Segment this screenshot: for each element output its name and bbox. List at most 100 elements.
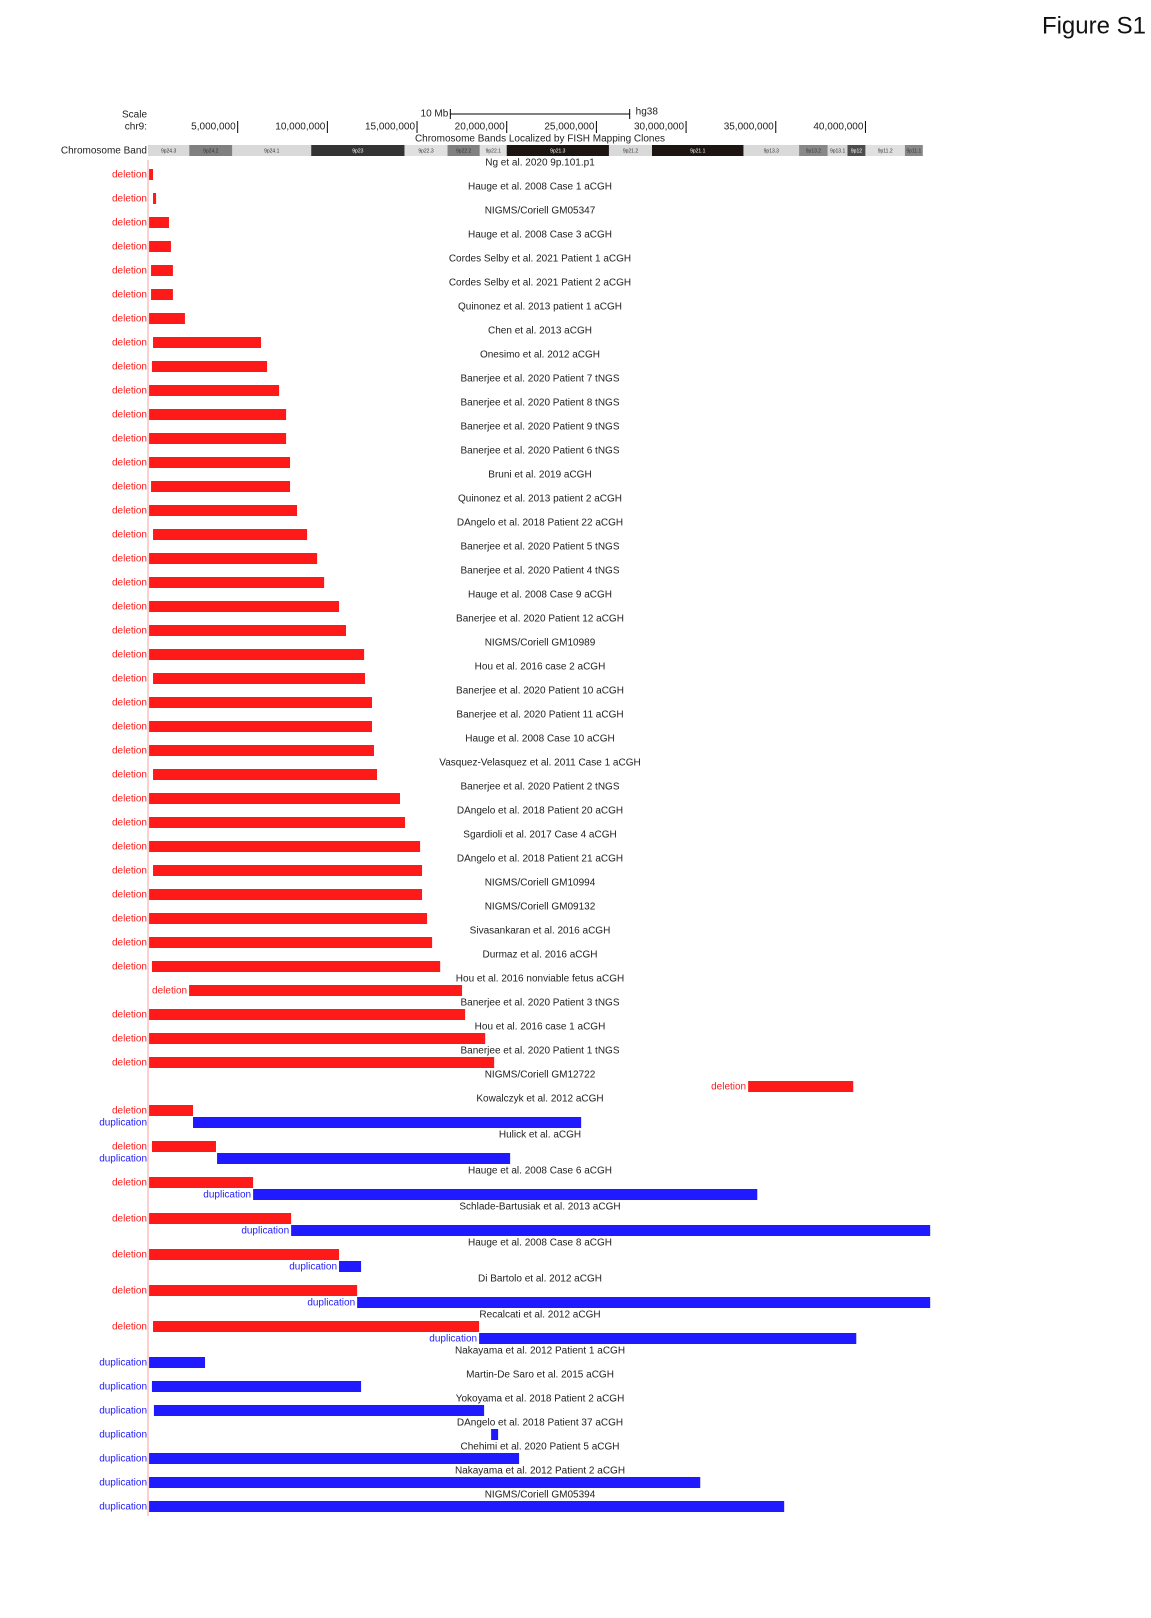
track-title: DAngelo et al. 2018 Patient 22 aCGH: [457, 518, 623, 529]
deletion-label: deletion: [112, 386, 147, 397]
duplication-bar: [291, 1225, 931, 1236]
duplication-bar: [151, 1381, 362, 1392]
duplication-label: duplication: [99, 1406, 147, 1417]
deletion-bar: [151, 265, 173, 276]
chromosome-band: [404, 145, 448, 156]
deletion-bar: [149, 601, 340, 612]
deletion-bar: [151, 961, 441, 972]
duplication-label: duplication: [99, 1118, 147, 1129]
deletion-bar: [149, 241, 171, 252]
track-title: Cordes Selby et al. 2021 Patient 1 aCGH: [449, 254, 631, 265]
deletion-label: deletion: [112, 554, 147, 565]
duplication-bar: [193, 1117, 582, 1128]
deletion-bar: [149, 1285, 358, 1296]
deletion-bar: [149, 793, 400, 804]
track-title: Banerjee et al. 2020 Patient 10 aCGH: [456, 686, 624, 697]
deletion-bar: [149, 625, 347, 636]
deletion-label: deletion: [711, 1082, 746, 1093]
deletion-label: deletion: [112, 1178, 147, 1189]
deletion-label: deletion: [112, 1034, 147, 1045]
deletion-label: deletion: [112, 722, 147, 733]
chrom-label: chr9:: [125, 122, 147, 133]
deletion-label: deletion: [112, 602, 147, 613]
deletion-bar: [149, 697, 373, 708]
deletion-bar: [149, 457, 291, 468]
deletion-label: deletion: [112, 914, 147, 925]
deletion-bar: [149, 913, 428, 924]
deletion-label: deletion: [112, 314, 147, 325]
deletion-label: deletion: [112, 1010, 147, 1021]
track-title: Ng et al. 2020 9p.101.p1: [485, 158, 595, 169]
band-track-title: Chromosome Bands Localized by FISH Mappi…: [415, 134, 665, 145]
track-title: Cordes Selby et al. 2021 Patient 2 aCGH: [449, 278, 631, 289]
track-title: NIGMS/Coriell GM09132: [485, 902, 596, 913]
x-tick-label: 30,000,000: [634, 122, 684, 133]
deletion-label: deletion: [112, 890, 147, 901]
deletion-bar: [149, 313, 185, 324]
track-title: Hou et al. 2016 case 1 aCGH: [475, 1022, 606, 1033]
band-label: 9p12: [851, 148, 862, 154]
deletion-label: deletion: [112, 818, 147, 829]
track-title: DAngelo et al. 2018 Patient 37 aCGH: [457, 1418, 623, 1429]
track-title: Banerjee et al. 2020 Patient 11 aCGH: [456, 710, 623, 721]
deletion-label: deletion: [112, 506, 147, 517]
deletion-label: deletion: [112, 650, 147, 661]
deletion-label: deletion: [112, 482, 147, 493]
track-title: Nakayama et al. 2012 Patient 1 aCGH: [455, 1346, 625, 1357]
deletion-label: deletion: [112, 1106, 147, 1117]
deletion-label: deletion: [112, 218, 147, 229]
track-title: Onesimo et al. 2012 aCGH: [480, 350, 600, 361]
track-title: Kowalczyk et al. 2012 aCGH: [476, 1094, 603, 1105]
deletion-bar: [151, 361, 268, 372]
track-title: Bruni et al. 2019 aCGH: [488, 470, 591, 481]
duplication-label: duplication: [99, 1382, 147, 1393]
deletion-label: deletion: [112, 770, 147, 781]
deletion-bar: [151, 1141, 216, 1152]
deletion-bar: [149, 217, 169, 228]
duplication-label: duplication: [203, 1190, 251, 1201]
deletion-bar: [149, 433, 287, 444]
scale-bar-label: 10 Mb: [421, 109, 449, 120]
assembly-label: hg38: [636, 107, 659, 118]
track-title: Schlade-Bartusiak et al. 2013 aCGH: [459, 1202, 620, 1213]
deletion-bar: [149, 1057, 495, 1068]
deletion-label: deletion: [112, 362, 147, 373]
deletion-bar: [149, 817, 406, 828]
duplication-label: duplication: [99, 1454, 147, 1465]
duplication-bar: [479, 1333, 857, 1344]
x-tick-label: 20,000,000: [455, 122, 505, 133]
deletion-label: deletion: [112, 1322, 147, 1333]
duplication-bar: [217, 1153, 511, 1164]
deletion-bar: [149, 1105, 194, 1116]
track-title: Banerjee et al. 2020 Patient 8 tNGS: [461, 398, 620, 409]
chromosome-band: [865, 145, 905, 156]
track-title: Hou et al. 2016 nonviable fetus aCGH: [456, 974, 624, 985]
deletion-bar: [149, 1009, 466, 1020]
track-title: Banerjee et al. 2020 Patient 6 tNGS: [461, 446, 620, 457]
deletion-label: deletion: [112, 746, 147, 757]
deletion-bar: [149, 577, 325, 588]
deletion-label: deletion: [112, 578, 147, 589]
deletion-label: deletion: [112, 1250, 147, 1261]
duplication-bar: [357, 1297, 931, 1308]
deletion-bar: [153, 673, 366, 684]
track-title: Banerjee et al. 2020 Patient 3 tNGS: [461, 998, 620, 1009]
duplication-bar: [339, 1261, 362, 1272]
track-title: Banerjee et al. 2020 Patient 9 tNGS: [461, 422, 620, 433]
chromosome-band: [608, 145, 652, 156]
band-track-label: Chromosome Band: [61, 146, 147, 157]
band-label: 9p11.1: [906, 148, 921, 154]
band-label: 9p21.2: [623, 148, 639, 154]
deletion-bar: [149, 1249, 340, 1260]
duplication-label: duplication: [99, 1358, 147, 1369]
chromosome-band: [148, 145, 190, 156]
deletion-label: deletion: [112, 698, 147, 709]
track-title: NIGMS/Coriell GM12722: [485, 1070, 596, 1081]
deletion-label: deletion: [112, 842, 147, 853]
track-title: Banerjee et al. 2020 Patient 2 tNGS: [461, 782, 620, 793]
chromosome-band: [311, 145, 405, 156]
deletion-label: deletion: [112, 1214, 147, 1225]
track-title: Banerjee et al. 2020 Patient 12 aCGH: [456, 614, 624, 625]
deletion-bar: [151, 289, 173, 300]
